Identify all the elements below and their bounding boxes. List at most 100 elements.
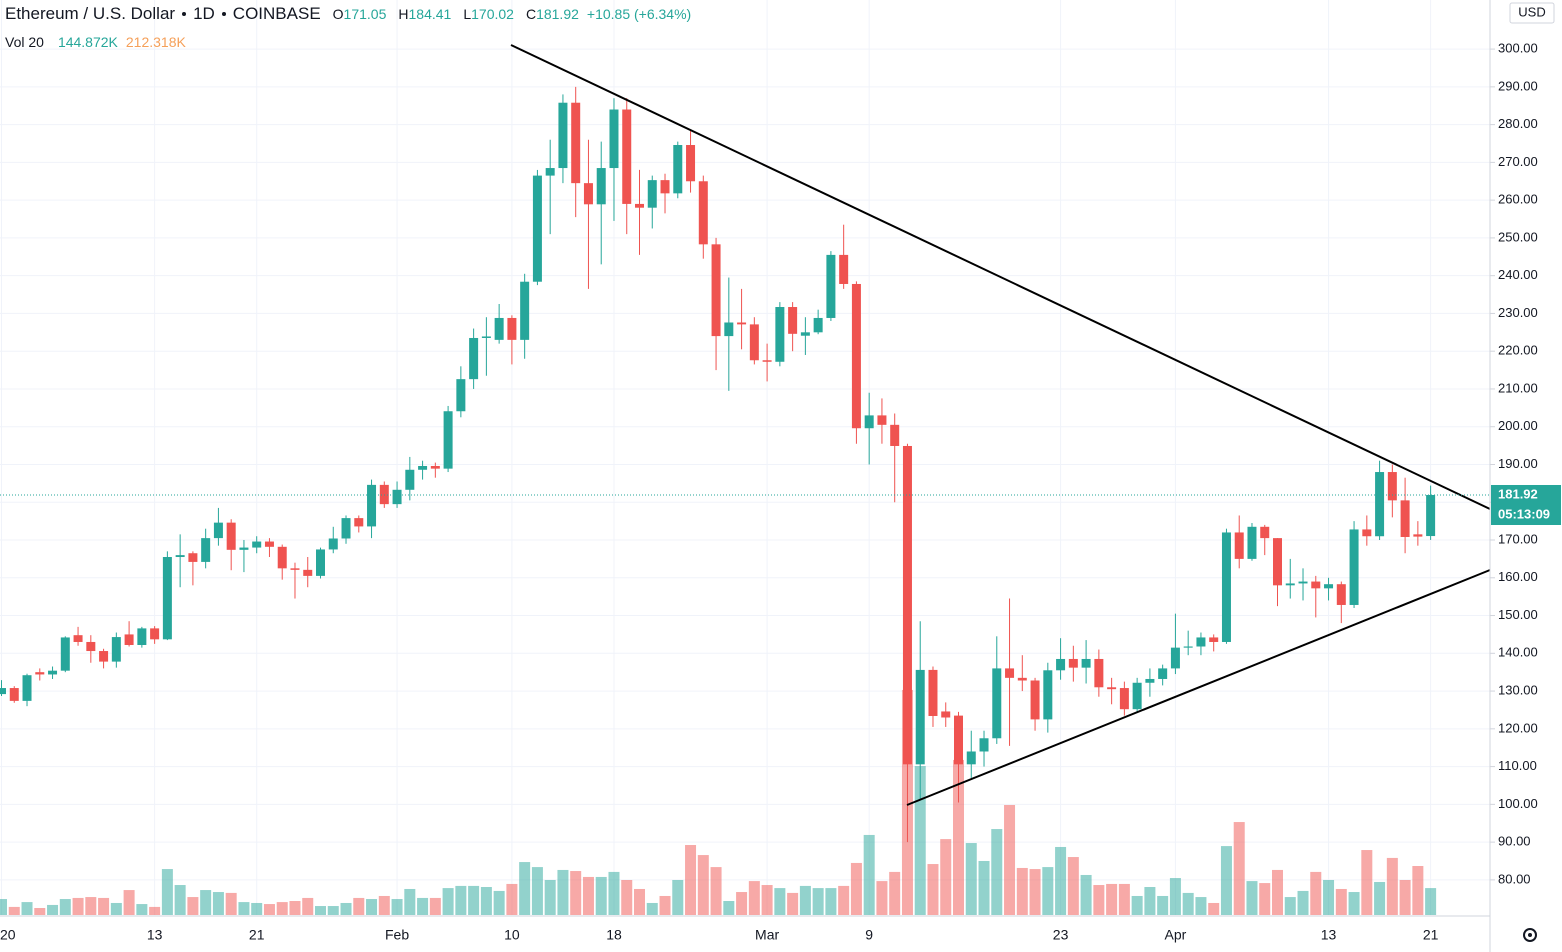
volume-bar xyxy=(149,906,161,915)
ohlc-value: 171.05 xyxy=(343,6,387,22)
volume-bar xyxy=(0,899,7,915)
volume-bar xyxy=(965,843,977,915)
symbol-title: Ethereum / U.S. Dollar xyxy=(5,4,176,23)
y-tick-label: 130.00 xyxy=(1498,683,1538,698)
candle-body xyxy=(0,688,6,695)
volume-bar xyxy=(378,895,390,915)
volume-bar xyxy=(621,880,633,915)
y-tick-label: 250.00 xyxy=(1498,229,1538,244)
candle-body xyxy=(1285,583,1295,586)
candle-body xyxy=(111,637,121,662)
candle-body xyxy=(711,244,721,337)
candle-body xyxy=(762,360,772,362)
candle-body xyxy=(290,568,300,570)
volume-layer xyxy=(0,689,1437,915)
volume-bar xyxy=(1310,871,1322,915)
candle-body xyxy=(9,688,19,701)
volume-bar xyxy=(174,885,186,915)
candle-body xyxy=(226,522,236,550)
y-tick-label: 160.00 xyxy=(1498,569,1538,584)
candle-body xyxy=(1081,658,1091,668)
volume-bar xyxy=(672,880,684,915)
volume-bar xyxy=(1361,850,1373,915)
volume-bar xyxy=(531,867,543,915)
legend-row: Ethereum / U.S. Dollar 1D COINBASE O 171.… xyxy=(5,4,691,24)
candle-body xyxy=(86,641,96,652)
x-tick-label: Apr xyxy=(1165,927,1187,943)
candle-body xyxy=(1362,529,1372,537)
candle-body xyxy=(48,670,58,675)
volume-bar xyxy=(1208,902,1220,915)
volume-bar xyxy=(123,890,135,915)
candle-body xyxy=(775,307,785,362)
y-tick-label: 290.00 xyxy=(1498,78,1538,93)
candle-body xyxy=(673,145,683,194)
candle-body xyxy=(1056,658,1066,671)
volume-bar xyxy=(1348,892,1360,915)
candle-body xyxy=(686,145,696,182)
settings-icon[interactable] xyxy=(1523,928,1537,942)
volume-bar xyxy=(978,860,990,915)
volume-bar xyxy=(761,885,773,915)
last-price-badge xyxy=(1491,484,1561,505)
candle-body xyxy=(188,553,198,562)
candle-body xyxy=(494,317,504,340)
candle-body xyxy=(99,651,109,662)
x-tick-label: 21 xyxy=(249,927,265,943)
candle-body xyxy=(941,711,951,718)
currency-box[interactable] xyxy=(1509,2,1555,24)
volume-bar xyxy=(1195,897,1207,915)
x-tick-label: 13 xyxy=(1321,927,1337,943)
y-tick-label: 140.00 xyxy=(1498,645,1538,660)
ohlc-value: 181.92 xyxy=(536,6,579,22)
volume-bar xyxy=(1386,857,1398,915)
candle-body xyxy=(800,332,810,336)
candle-body xyxy=(239,547,249,550)
volume-bar xyxy=(1374,881,1386,915)
candle-body xyxy=(1426,494,1436,537)
candle-body xyxy=(137,628,147,645)
exchange: COINBASE xyxy=(232,4,321,23)
candle-body xyxy=(1209,637,1219,642)
candle-body xyxy=(1119,688,1129,710)
volume-bar xyxy=(748,881,760,915)
volume-bar xyxy=(634,888,645,915)
axis-layer: 80.00 90.00 100.00 110.00 120.00 130.00 140.00… xyxy=(0,41,1561,943)
volume-bar xyxy=(47,904,59,915)
currency[interactable]: USD xyxy=(1518,4,1545,19)
candle-body xyxy=(22,675,32,701)
candle-body xyxy=(392,489,402,505)
volume-bar xyxy=(1144,887,1156,915)
candle-body xyxy=(890,424,900,446)
candle-body xyxy=(1043,670,1053,720)
volume-bar xyxy=(289,901,301,915)
volume-bar xyxy=(1220,846,1232,915)
candle-body xyxy=(1132,682,1142,710)
volume-bar xyxy=(1029,869,1041,915)
candle-body xyxy=(507,317,517,340)
volume-bar xyxy=(225,892,237,915)
volume-bar xyxy=(1004,804,1016,915)
candle-body xyxy=(1221,532,1231,642)
volume-bar xyxy=(455,885,467,915)
candle-body xyxy=(954,715,963,765)
candle-body xyxy=(443,411,453,469)
x-tick-label: 13 xyxy=(147,927,163,943)
candle-body xyxy=(571,102,581,184)
y-tick-label: 240.00 xyxy=(1498,267,1538,282)
volume-bar xyxy=(787,892,799,915)
candle-body xyxy=(1260,526,1270,539)
candle-body xyxy=(341,518,351,539)
candle-body xyxy=(124,634,134,645)
candle-layer xyxy=(0,86,1436,843)
candle-body xyxy=(150,628,160,640)
volume-ma: 212.318K xyxy=(125,34,186,50)
volume-bar xyxy=(889,871,901,915)
volume-bar xyxy=(302,897,314,915)
volume-bar xyxy=(263,904,275,915)
x-tick-label: 20 xyxy=(0,927,16,943)
candle-body xyxy=(966,751,976,765)
x-tick-label: 18 xyxy=(606,927,622,943)
candle-body xyxy=(1017,677,1027,681)
x-tick-label: 23 xyxy=(1053,927,1069,943)
